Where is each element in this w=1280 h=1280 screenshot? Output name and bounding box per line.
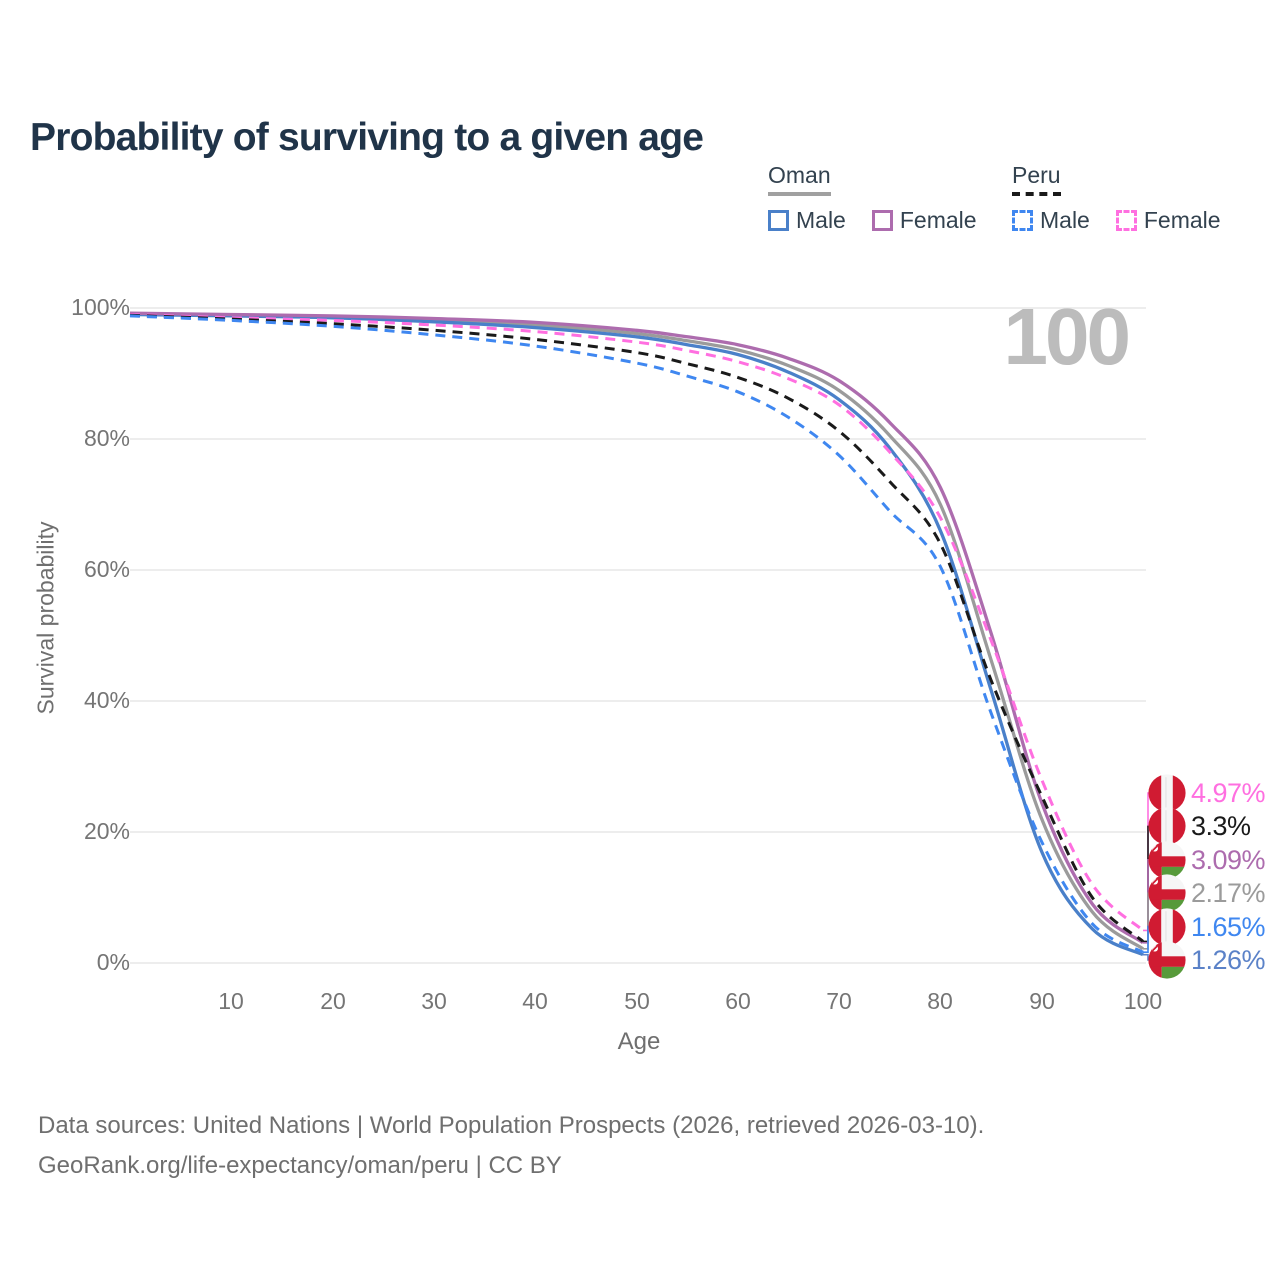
y-tick-label: 100% <box>71 294 130 320</box>
legend-label-peru-male: Male <box>1040 207 1090 233</box>
legend-label-oman-male: Male <box>796 207 846 233</box>
legend-item-oman-male[interactable]: Male <box>768 207 846 234</box>
end-label-peru-female: 4.97% <box>1148 774 1266 812</box>
footer-data-sources: Data sources: United Nations | World Pop… <box>38 1112 985 1139</box>
x-tick-label: 80 <box>927 988 953 1014</box>
legend-group-peru-title: Peru <box>1012 162 1061 196</box>
y-tick-label: 20% <box>83 818 130 844</box>
end-label-peru-male: 1.65% <box>1148 908 1266 946</box>
age-watermark: 100 <box>1003 292 1131 381</box>
x-tick-label: 20 <box>320 988 346 1014</box>
legend-group-oman-title: Oman <box>768 162 831 196</box>
end-label-value: 2.17% <box>1191 877 1266 908</box>
y-tick-label: 60% <box>83 556 130 582</box>
series-line-peru-male[interactable] <box>129 314 1144 954</box>
x-tick-label: 50 <box>624 988 650 1014</box>
oman-flag-icon <box>1148 874 1186 912</box>
x-tick-label: 90 <box>1029 988 1055 1014</box>
peru-male-swatch-icon <box>1012 210 1033 231</box>
end-label-oman-male: 1.26% <box>1148 941 1266 979</box>
end-label-value: 1.65% <box>1191 911 1266 942</box>
series-line-oman-female[interactable] <box>129 311 1145 945</box>
legend-group-peru: Peru Male Female <box>1012 162 1221 234</box>
legend-item-peru-male[interactable]: Male <box>1012 207 1090 234</box>
series-line-peru-female[interactable] <box>129 313 1145 932</box>
oman-female-swatch-icon <box>871 210 893 231</box>
legend-group-oman: Oman Male Female <box>768 162 977 234</box>
chart-title: Probability of surviving to a given age <box>30 116 704 160</box>
x-tick-label: 10 <box>218 988 244 1014</box>
oman-flag-icon <box>1148 841 1186 879</box>
legend-item-oman-female[interactable]: Female <box>871 207 977 234</box>
x-axis-title: Age <box>617 1028 661 1055</box>
x-tick-label: 70 <box>826 988 852 1014</box>
legend-item-peru-female[interactable]: Female <box>1115 207 1221 234</box>
x-tick-label: 100 <box>1123 988 1163 1014</box>
y-tick-label: 80% <box>83 425 130 451</box>
end-label-oman-both-sexes: 2.17% <box>1148 874 1266 912</box>
legend-label-peru-female: Female <box>1143 207 1221 233</box>
end-label-oman-female: 3.09% <box>1148 841 1266 879</box>
peru-flag-icon <box>1148 908 1186 946</box>
series-line-oman-male[interactable] <box>129 312 1144 957</box>
peru-flag-icon <box>1148 774 1186 812</box>
peru-flag-icon <box>1148 807 1186 845</box>
oman-male-swatch-icon <box>768 210 789 231</box>
end-label-value: 1.26% <box>1191 944 1266 975</box>
footer-note: Data sources: United Nations | World Pop… <box>38 1106 984 1186</box>
x-tick-label: 60 <box>725 988 751 1014</box>
x-tick-label: 30 <box>421 988 447 1014</box>
end-label-value: 3.3% <box>1191 810 1251 841</box>
y-tick-label: 40% <box>83 687 130 713</box>
legend-label-oman-female: Female <box>899 207 977 233</box>
end-label-peru-both-sexes: 3.3% <box>1148 807 1251 845</box>
footer-attribution: GeoRank.org/life-expectancy/oman/peru | … <box>38 1152 562 1179</box>
oman-flag-icon <box>1148 941 1186 979</box>
x-tick-label: 40 <box>522 988 548 1014</box>
end-label-value: 3.09% <box>1191 844 1266 875</box>
y-tick-label: 0% <box>96 949 130 975</box>
peru-female-swatch-icon <box>1115 210 1137 231</box>
y-axis-title: Survival probability <box>32 521 59 715</box>
end-label-value: 4.97% <box>1191 777 1266 808</box>
